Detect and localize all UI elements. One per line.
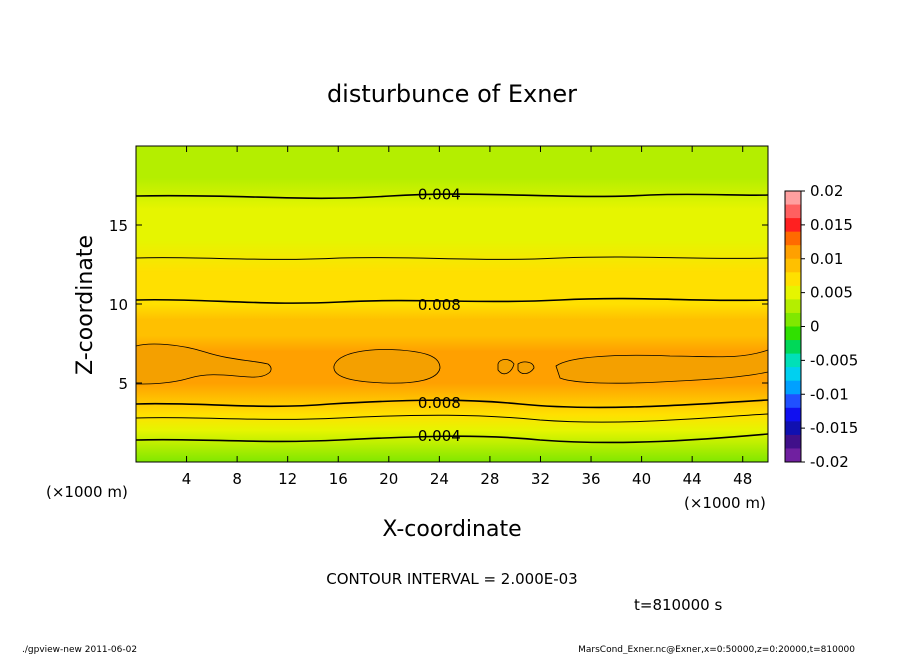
x-unit-right: (×1000 m)	[684, 494, 766, 512]
colorbar-tick-label: -0.015	[810, 419, 858, 437]
colorbar-cell	[785, 312, 801, 327]
footer-right: MarsCond_Exner.nc@Exner,x=0:50000,z=0:20…	[578, 645, 855, 654]
contour-lines	[136, 193, 768, 444]
colorbar-cell	[785, 326, 801, 341]
blob-3	[497, 359, 515, 375]
contour-interval: CONTOUR INTERVAL = 2.000E-03	[326, 570, 577, 588]
blob-1	[136, 343, 272, 385]
x-tick-label: 16	[329, 470, 348, 488]
plot-area	[136, 146, 768, 462]
colorbar-cell	[785, 191, 801, 206]
contour-label: 0.004	[418, 185, 461, 203]
colorbar-tick-label: 0.01	[810, 250, 843, 268]
colorbar-ticks: 0.02 0.015 0.01 0.005 0 -0.005 -0.01 -0.015 -0.0…	[801, 182, 858, 471]
x-tick-label: 44	[683, 470, 702, 488]
colorbar-tick-label: -0.01	[810, 385, 849, 403]
colorbar-cell	[785, 380, 801, 395]
x-tick-label: 4	[182, 470, 192, 488]
x-tick-label: 8	[232, 470, 242, 488]
colorbar-tick-label: -0.02	[810, 453, 849, 471]
colorbar-cell	[785, 245, 801, 260]
colorbar-cell	[785, 299, 801, 314]
contour-label: 0.008	[418, 394, 461, 412]
colorbar-cell	[785, 394, 801, 409]
y-tick-label: 15	[109, 217, 128, 235]
colorbar-tick-label: 0.005	[810, 284, 853, 302]
x-axis-label: X-coordinate	[382, 517, 521, 542]
y-tick-label: 5	[118, 375, 128, 393]
blob-2	[333, 349, 441, 384]
x-tick-label: 32	[531, 470, 550, 488]
contour-0.006	[136, 256, 768, 260]
x-tick-label: 20	[379, 470, 398, 488]
x-tick-label: 36	[581, 470, 600, 488]
time-stamp: t=810000 s	[634, 596, 722, 614]
colorbar-cell	[785, 407, 801, 422]
colorbar-cell	[785, 367, 801, 382]
x-tick-label: 12	[278, 470, 297, 488]
colorbar-cells	[785, 191, 801, 463]
colorbar-cell	[785, 421, 801, 436]
footer-left: ./gpview-new 2011-06-02	[22, 645, 137, 654]
colorbar-cell	[785, 204, 801, 219]
y-axis-ticks: 5 10 15	[109, 217, 768, 393]
colorbar-tick-label: -0.005	[810, 351, 858, 369]
y-tick-label: 10	[109, 296, 128, 314]
colorbar-cell	[785, 218, 801, 233]
x-tick-label: 24	[430, 470, 449, 488]
contour-0.004-top	[136, 193, 768, 200]
colorbar-cell	[785, 272, 801, 287]
contour-labels: 0.004 0.008 0.008 0.004	[418, 185, 461, 445]
blob-4	[517, 361, 535, 374]
x-tick-label: 40	[632, 470, 651, 488]
chart-title: disturbunce of Exner	[327, 80, 577, 108]
y-axis-label: Z-coordinate	[73, 235, 98, 375]
field-fill	[136, 146, 768, 462]
colorbar-cell	[785, 353, 801, 368]
contour-0.004-bottom	[136, 433, 768, 444]
x-unit-left: (×1000 m)	[46, 483, 128, 501]
colorbar-cell	[785, 340, 801, 355]
contour-0.008-top	[136, 297, 768, 304]
contour-0.008-bottom	[136, 399, 768, 409]
contour-0.006-bottom	[136, 413, 768, 423]
colorbar-cell	[785, 434, 801, 449]
x-tick-label: 48	[733, 470, 752, 488]
colorbar-cell	[785, 258, 801, 273]
colorbar-cell	[785, 231, 801, 246]
contour-label: 0.008	[418, 296, 461, 314]
x-axis-ticks: 4 8 12 16 20 24 28 32 36 40 44 48	[182, 146, 752, 488]
x-tick-label: 28	[480, 470, 499, 488]
colorbar-cell	[785, 448, 801, 463]
colorbar: 0.02 0.015 0.01 0.005 0 -0.005 -0.01 -0.015 -0.0…	[784, 182, 858, 471]
colorbar-tick-label: 0.02	[810, 182, 843, 200]
max-region-blobs	[136, 343, 768, 385]
colorbar-tick-label: 0	[810, 318, 820, 336]
colorbar-cell	[785, 285, 801, 300]
contour-label: 0.004	[418, 427, 461, 445]
colorbar-tick-label: 0.015	[810, 216, 853, 234]
